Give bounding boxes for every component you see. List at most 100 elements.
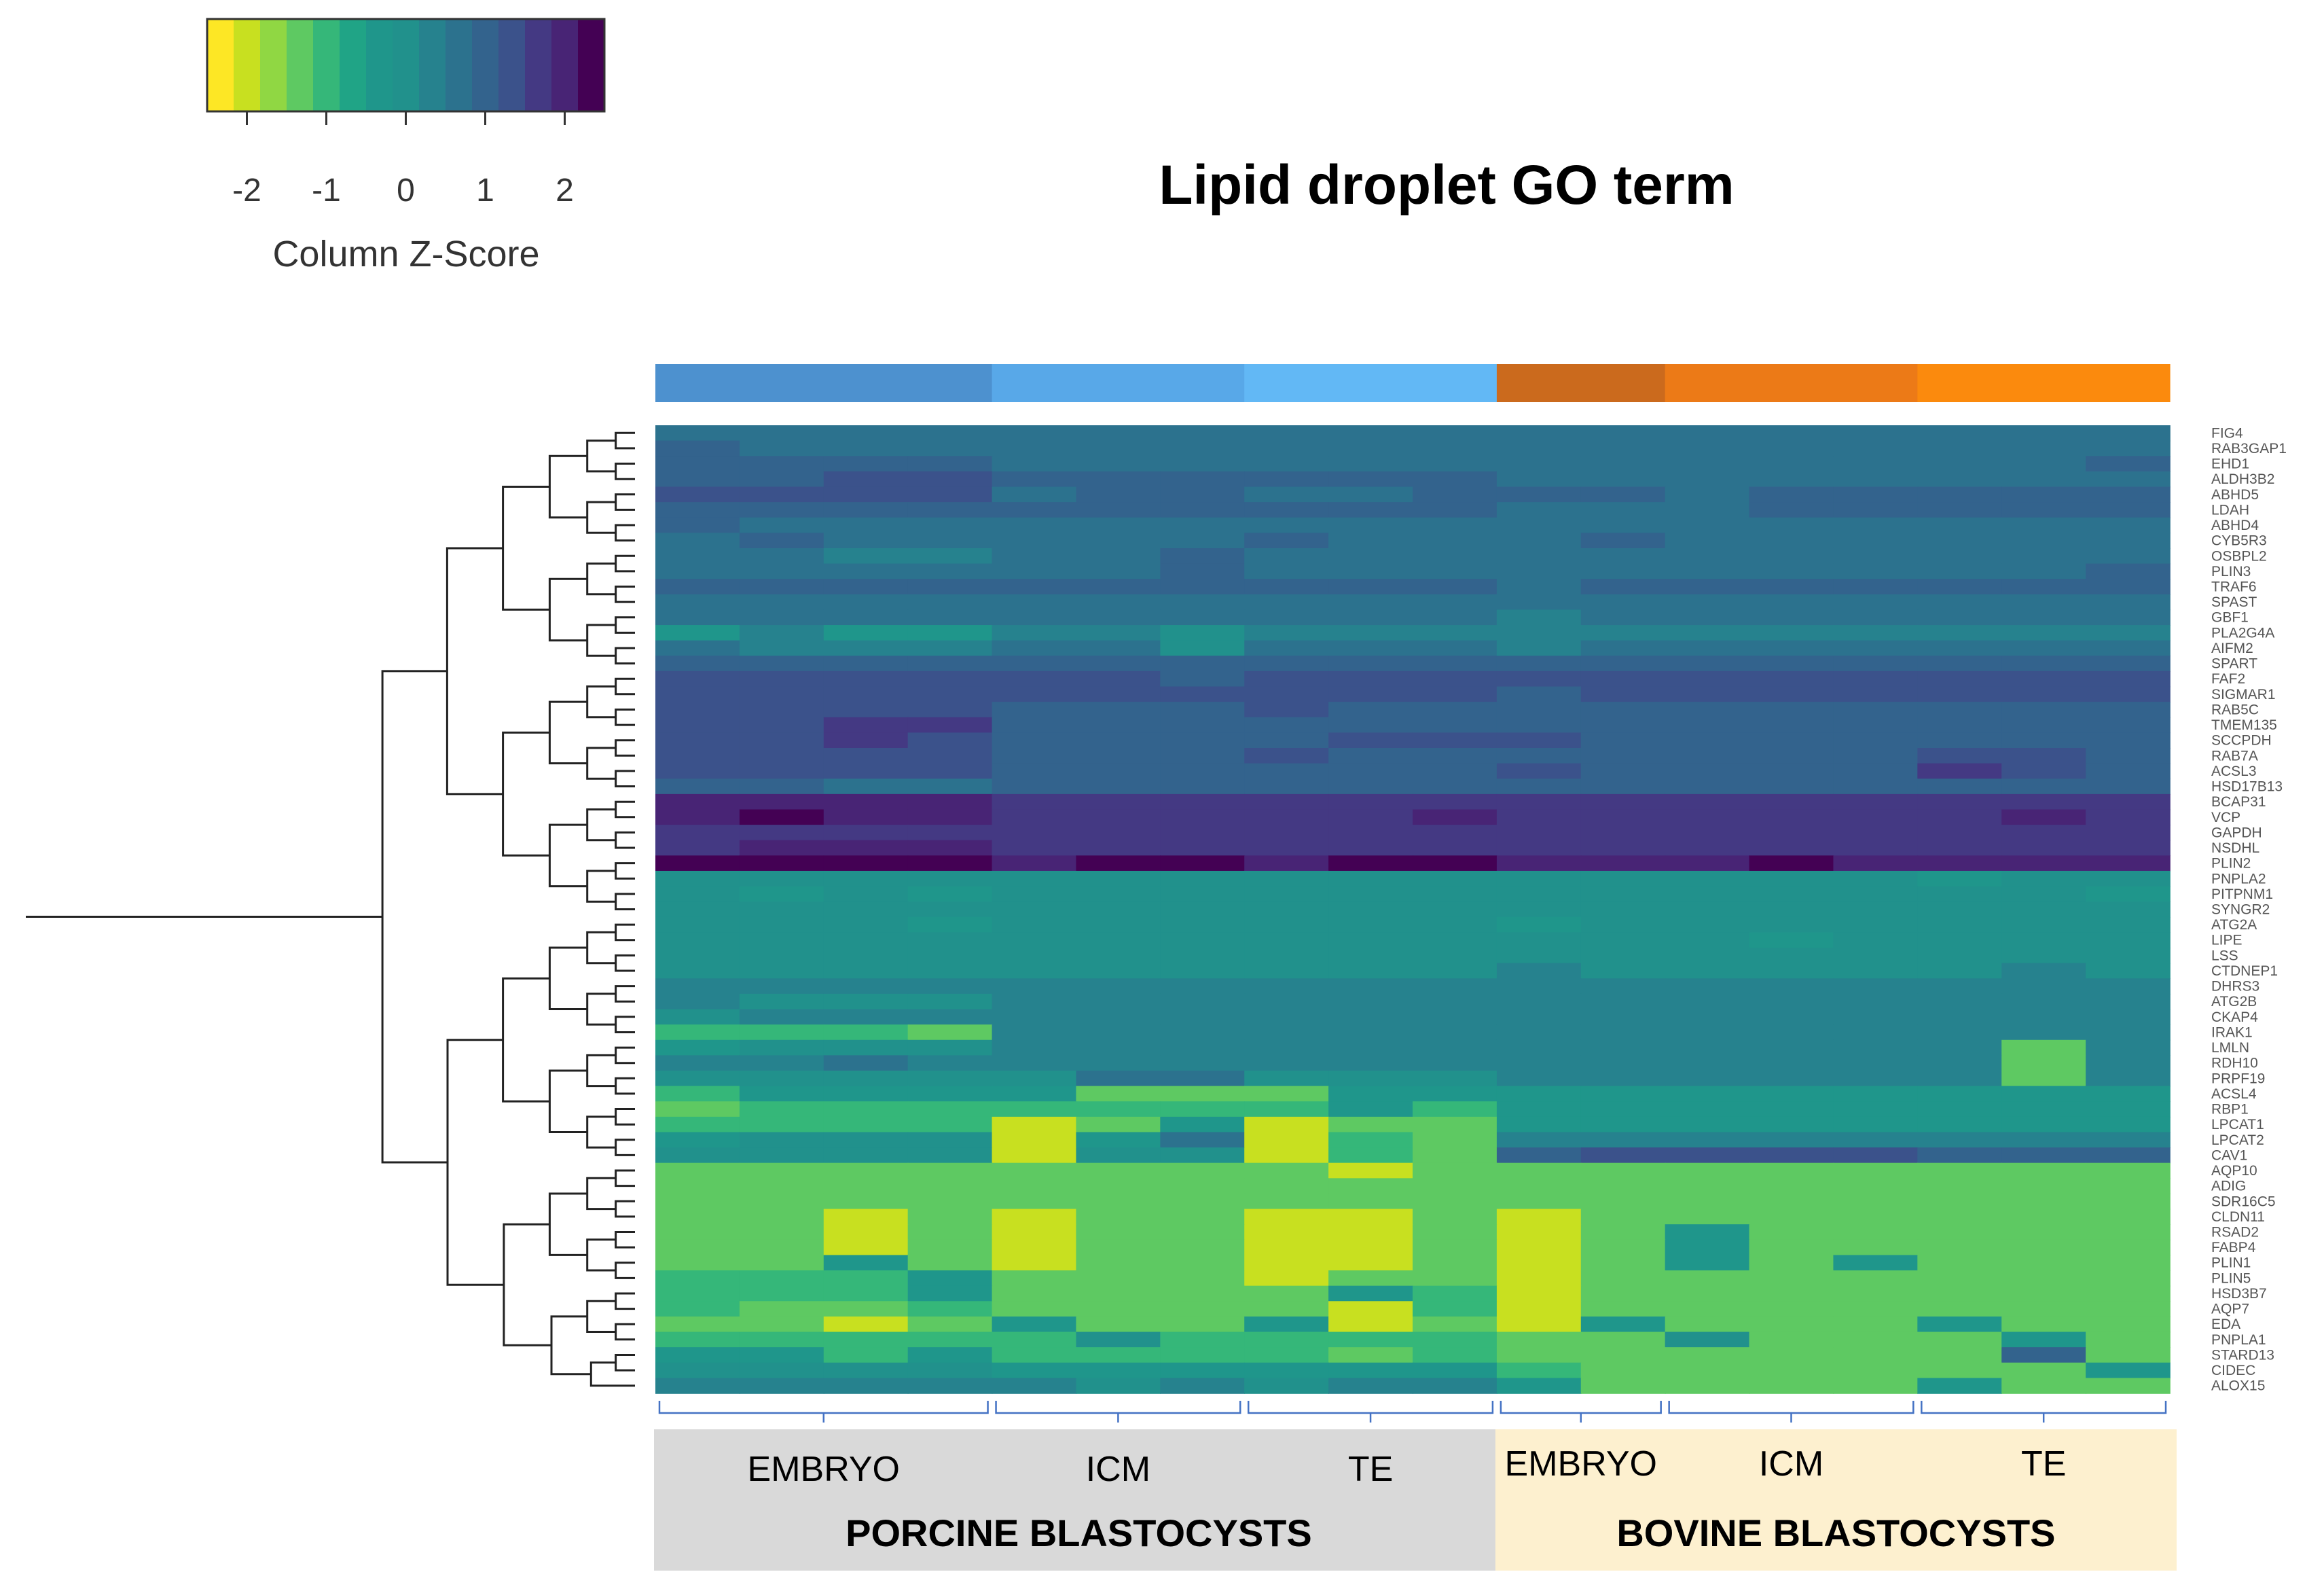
heatmap-cell <box>1665 594 1750 611</box>
heatmap-cell <box>907 425 993 442</box>
heatmap-cell <box>907 963 993 980</box>
heatmap-cell <box>907 1009 993 1025</box>
heatmap-cell <box>823 1270 909 1287</box>
heatmap-cell <box>1244 502 1329 518</box>
heatmap-cell <box>2001 656 2086 672</box>
heatmap-cell <box>655 1239 740 1256</box>
heatmap-cell <box>1749 1147 1834 1164</box>
heatmap-cell <box>1833 1039 1919 1056</box>
heatmap-cell <box>1580 963 1666 980</box>
heatmap-cell <box>1244 1024 1329 1041</box>
species-label-1: BOVINE BLASTOCYSTS <box>1616 1512 2055 1554</box>
heatmap-cell <box>2086 640 2171 657</box>
heatmap-cell <box>992 640 1077 657</box>
heatmap-cell <box>655 640 740 657</box>
heatmap-cell <box>907 825 993 841</box>
heatmap-cell <box>1496 1086 1582 1103</box>
heatmap-cell <box>1076 471 1161 488</box>
heatmap-cell <box>1917 640 2003 657</box>
heatmap-cell <box>1833 440 1919 457</box>
heatmap-cell <box>1413 1331 1497 1348</box>
heatmap-cell <box>1076 440 1161 457</box>
heatmap-cell <box>1833 517 1919 534</box>
heatmap-cell <box>907 563 993 579</box>
heatmap-cell <box>2001 825 2086 841</box>
heatmap-cell <box>1160 609 1246 626</box>
heatmap-cell <box>992 1316 1077 1333</box>
heatmap-cell <box>1917 1193 2003 1210</box>
heatmap-cell <box>1413 779 1497 795</box>
heatmap-cell <box>739 748 824 764</box>
heatmap-cell <box>1328 763 1413 780</box>
heatmap-cell <box>2001 425 2086 442</box>
gene-label: SCCPDH <box>2211 733 2272 749</box>
heatmap-cell <box>1665 1331 1750 1348</box>
colorbar-bin <box>446 19 473 111</box>
heatmap-cell <box>1328 1178 1413 1194</box>
heatmap-cell <box>1160 1239 1246 1256</box>
heatmap-cell <box>2001 840 2086 857</box>
heatmap-cell <box>1413 456 1497 472</box>
heatmap-cell <box>1413 671 1497 687</box>
heatmap-cell <box>2086 1239 2171 1256</box>
heatmap-cell <box>907 656 993 672</box>
heatmap-cell <box>1496 594 1582 611</box>
heatmap-cell <box>655 779 740 795</box>
heatmap-cell <box>1413 948 1497 964</box>
heatmap-cell <box>1917 1132 2003 1148</box>
heatmap-cell <box>2086 855 2171 872</box>
gene-label: LDAH <box>2211 502 2249 518</box>
heatmap-cell <box>823 440 909 457</box>
heatmap-cell <box>1076 1039 1161 1056</box>
heatmap-cell <box>823 732 909 749</box>
colorbar: -2 -1 0 1 2 Column Z-Score <box>206 18 606 274</box>
heatmap-cell <box>2001 993 2086 1010</box>
heatmap-cell <box>1665 870 1750 887</box>
heatmap-cell <box>1244 471 1329 488</box>
heatmap-cell <box>907 1362 993 1379</box>
heatmap-cell <box>655 425 740 442</box>
group-label-5: TE <box>2021 1444 2066 1484</box>
heatmap-cell <box>1076 548 1161 565</box>
heatmap-cell <box>2001 486 2086 503</box>
heatmap-cell <box>1413 609 1497 626</box>
heatmap-cell <box>1496 425 1582 442</box>
heatmap-cell <box>655 916 740 933</box>
heatmap-cell <box>1580 1316 1666 1333</box>
heatmap-cell <box>1160 440 1246 457</box>
heatmap-cell <box>823 993 909 1010</box>
heatmap-cell <box>1244 1193 1329 1210</box>
heatmap-cell <box>907 686 993 702</box>
heatmap-cell <box>1749 533 1834 549</box>
heatmap-cell <box>1833 686 1919 702</box>
heatmap-cell <box>739 779 824 795</box>
heatmap-cell <box>1833 502 1919 518</box>
heatmap-cell <box>1244 825 1329 841</box>
heatmap-cell <box>1328 779 1413 795</box>
gene-label: CLDN11 <box>2211 1209 2265 1225</box>
heatmap-cell <box>992 425 1077 442</box>
heatmap-cell <box>2086 502 2171 518</box>
heatmap-cell <box>992 1301 1077 1317</box>
heatmap-cell <box>907 1301 993 1317</box>
heatmap-cell <box>655 1147 740 1164</box>
heatmap-cell <box>1496 702 1582 718</box>
heatmap-cell <box>1076 978 1161 995</box>
heatmap-cell <box>2086 916 2171 933</box>
heatmap-cell <box>655 579 740 595</box>
heatmap-cell <box>1160 471 1246 488</box>
heatmap-cell <box>1328 579 1413 595</box>
heatmap-cell <box>1076 1209 1161 1225</box>
heatmap-cell <box>1160 594 1246 611</box>
heatmap-cell <box>739 717 824 734</box>
heatmap-cell <box>1917 656 2003 672</box>
heatmap-cell <box>1496 656 1582 672</box>
heatmap-cell <box>1244 625 1329 641</box>
heatmap-cell <box>1580 840 1666 857</box>
heatmap-cell <box>1328 1270 1413 1287</box>
heatmap-cell <box>1244 1055 1329 1071</box>
heatmap-cell <box>1665 901 1750 918</box>
heatmap-cell <box>1413 870 1497 887</box>
heatmap-cell <box>739 1024 824 1041</box>
